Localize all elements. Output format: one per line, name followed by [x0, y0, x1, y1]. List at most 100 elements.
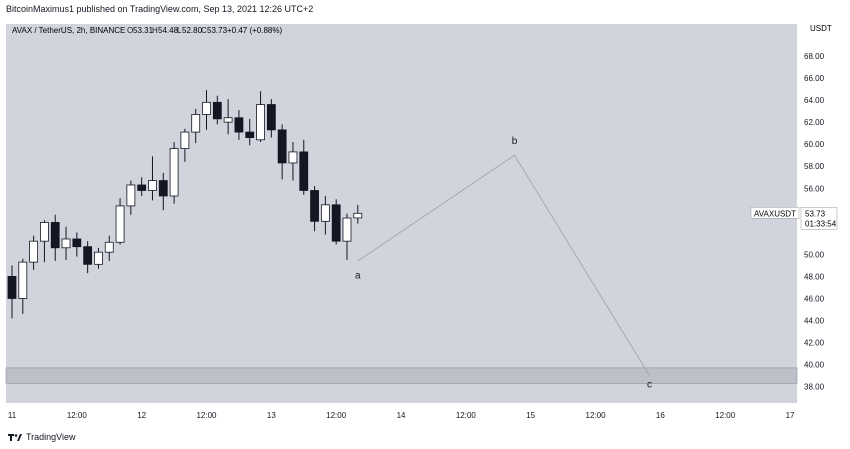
candle-body — [83, 246, 93, 265]
candle — [180, 128, 190, 162]
candle-body — [202, 101, 211, 115]
candle-body — [148, 180, 157, 191]
candle-body — [320, 204, 330, 222]
candle-body — [40, 222, 49, 242]
candle — [158, 172, 168, 211]
y-tick-label: 42.00 — [804, 339, 825, 348]
y-tick-label: 44.00 — [804, 317, 825, 326]
y-tick-label: 46.00 — [804, 294, 825, 303]
candle-body — [234, 117, 244, 133]
candle-body — [126, 184, 136, 207]
x-tick-label: 16 — [656, 411, 665, 420]
candle-body — [256, 104, 265, 141]
candle-body — [310, 190, 319, 222]
candle-body — [158, 180, 168, 197]
x-tick-label: 13 — [267, 411, 276, 420]
candle-body — [180, 131, 190, 150]
candle — [29, 235, 39, 270]
last-price-value: 53.73 — [805, 209, 826, 218]
x-tick-label: 12:00 — [715, 411, 736, 420]
candle — [353, 205, 363, 224]
candle-body — [72, 238, 82, 248]
legend-high: 54.48 — [158, 26, 179, 35]
wave-label-a: a — [355, 271, 361, 282]
candle — [256, 91, 265, 142]
legend-symbol: AVAX / TetherUS, 2h, BINANCE — [12, 26, 125, 35]
last-price-tag: AVAXUSDT 53.73 01:33:54 — [750, 207, 838, 230]
candle — [299, 139, 309, 195]
wave-projection-line — [357, 154, 650, 376]
candle-body — [61, 238, 71, 249]
candle — [104, 235, 114, 262]
candle — [331, 199, 341, 245]
candle — [191, 108, 201, 144]
tradingview-logo-icon — [8, 433, 22, 441]
y-tick-label: 38.00 — [804, 383, 825, 392]
candle — [223, 99, 233, 135]
legend-open: 53.31 — [133, 26, 154, 35]
y-tick-label: 64.00 — [804, 96, 825, 105]
x-tick-label: 14 — [397, 411, 406, 420]
footer-brand: TradingView — [26, 432, 76, 442]
y-tick-label: 58.00 — [804, 162, 825, 171]
wave-label-b: b — [512, 136, 518, 147]
candle-body — [29, 240, 39, 263]
candle-body — [266, 104, 276, 131]
x-tick-label: 11 — [8, 411, 17, 420]
candle-body — [115, 205, 125, 243]
candle — [50, 214, 60, 262]
candle — [137, 177, 147, 196]
y-tick-label: 66.00 — [804, 74, 825, 83]
candle-body — [223, 117, 233, 123]
candle — [148, 156, 157, 201]
x-tick-label: 15 — [526, 411, 535, 420]
x-tick-label: 12 — [137, 411, 146, 420]
x-tick-label: 12:00 — [67, 411, 88, 420]
candle — [72, 232, 82, 257]
candle — [212, 95, 222, 125]
candle — [202, 90, 211, 130]
x-tick-label: 17 — [786, 411, 795, 420]
x-tick-label: 12:00 — [586, 411, 607, 420]
candle-body — [342, 217, 352, 242]
publish-line: BitcoinMaximus1 published on TradingView… — [6, 4, 314, 14]
legend-change: +0.47 (+0.88%) — [227, 26, 282, 35]
candle-body — [331, 204, 341, 242]
candle-body — [212, 101, 222, 120]
candle — [94, 247, 103, 269]
legend-close-label: C — [201, 26, 207, 35]
y-tick-label: 50.00 — [804, 250, 825, 259]
candle — [277, 124, 287, 180]
candle-body — [299, 151, 309, 191]
legend-low-label: L — [177, 26, 182, 35]
y-tick-label: 62.00 — [804, 118, 825, 127]
candle-body — [245, 131, 255, 138]
candle-body — [50, 222, 60, 249]
y-tick-label: 68.00 — [804, 52, 825, 61]
candle-body — [288, 151, 298, 164]
legend-open-label: O — [127, 26, 133, 35]
y-tick-label: 56.00 — [804, 184, 825, 193]
x-tick-label: 12:00 — [196, 411, 217, 420]
last-price-countdown: 01:33:54 — [805, 219, 837, 228]
last-price-symbol: AVAXUSDT — [754, 209, 796, 218]
plot-area[interactable] — [6, 24, 797, 403]
candle — [266, 99, 276, 138]
wave-label-c: c — [647, 380, 652, 391]
candle-body — [353, 212, 363, 219]
legend-high-label: H — [152, 26, 158, 35]
candle-body — [137, 184, 147, 191]
candle-body — [94, 251, 103, 265]
candle — [234, 110, 244, 140]
candle — [115, 198, 125, 245]
y-axis-unit: USDT — [810, 24, 832, 33]
y-tick-label: 60.00 — [804, 140, 825, 149]
candle-body — [7, 276, 17, 299]
legend-close: 53.73 — [207, 26, 228, 35]
candle-body — [169, 148, 179, 197]
x-tick-label: 12:00 — [326, 411, 347, 420]
y-tick-label: 40.00 — [804, 361, 825, 370]
candle — [7, 265, 17, 319]
candle — [169, 141, 179, 204]
